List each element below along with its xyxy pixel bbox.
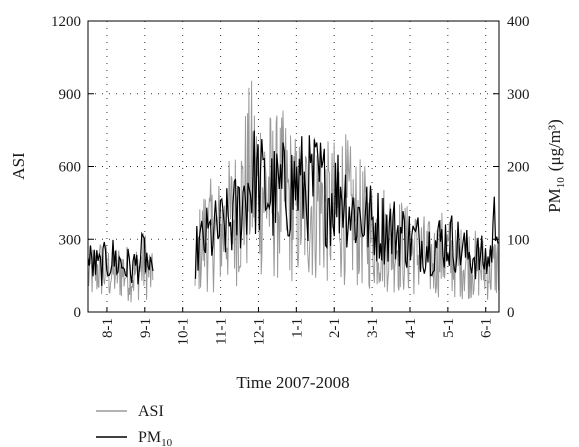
- y-axis-right-title: PM10 (μg/m³): [545, 119, 567, 213]
- y-axis-left-title: ASI: [9, 152, 28, 180]
- series-layer: [87, 80, 499, 303]
- y-axis-right-title-sub: 10: [555, 177, 567, 189]
- y-left-tick-label: 0: [74, 305, 82, 321]
- legend-label-pm10-sub: 10: [161, 437, 173, 447]
- x-tick-label: 4-1: [403, 318, 419, 338]
- y-left-tick-label: 300: [59, 232, 82, 248]
- y-right-tick-label: 0: [507, 305, 515, 321]
- y-right-tick-label: 300: [507, 87, 530, 103]
- x-tick-label: 10-1: [176, 318, 192, 346]
- series-line-asi: [87, 80, 499, 303]
- x-tick-label: 11-1: [214, 318, 230, 345]
- y-left-tick-label: 900: [59, 87, 82, 103]
- x-tick-label: 5-1: [441, 318, 457, 338]
- series-line-pm10: [87, 130, 499, 286]
- y-right-tick-label: 100: [507, 232, 530, 248]
- right-axis: 0 100 200 300 400: [493, 14, 530, 321]
- y-axis-right-title-unit: (μg/m³): [545, 119, 564, 171]
- legend-label-asi: ASI: [138, 403, 164, 420]
- x-tick-label: 2-1: [327, 318, 343, 338]
- x-axis: 8-1 9-1 10-1 11-1 12-1 1-1 2-1 3-1 4-1 5-1 6-1: [100, 307, 495, 346]
- legend-label-pm10-main: PM: [138, 429, 161, 446]
- y-left-tick-label: 1200: [51, 14, 81, 30]
- left-axis: 0 300 600 900 1200: [51, 14, 94, 321]
- y-axis-right-title-main: PM: [545, 188, 564, 213]
- x-tick-label: 8-1: [100, 318, 116, 338]
- x-tick-label: 9-1: [138, 318, 154, 338]
- x-tick-label: 6-1: [479, 318, 495, 338]
- x-tick-label: 12-1: [251, 318, 267, 346]
- legend-label-pm10: PM10: [138, 429, 173, 447]
- y-right-tick-label: 200: [507, 160, 530, 176]
- x-axis-title: Time 2007-2008: [236, 373, 349, 392]
- x-tick-label: 3-1: [365, 318, 381, 338]
- x-tick-label: 1-1: [289, 318, 305, 338]
- y-right-tick-label: 400: [507, 14, 530, 30]
- legend: ASI PM10: [96, 403, 173, 447]
- y-left-tick-label: 600: [59, 160, 82, 176]
